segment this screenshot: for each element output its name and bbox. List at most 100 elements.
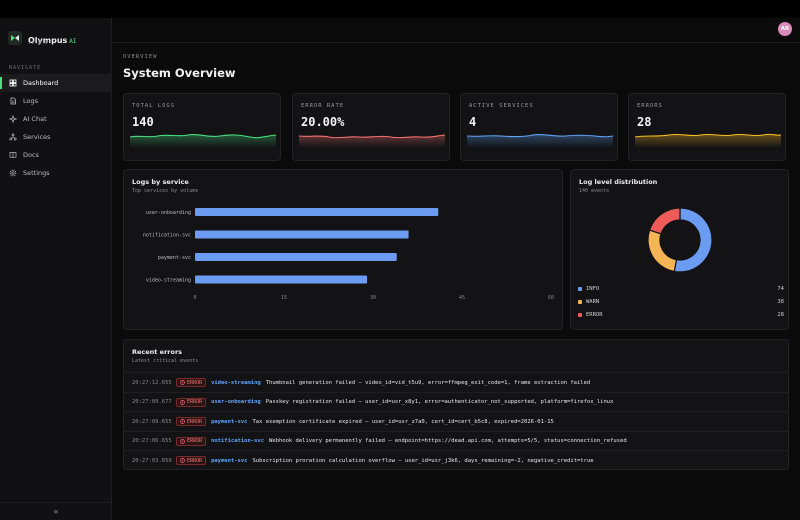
bar-user-onboarding[interactable]: [195, 208, 439, 216]
sidebar-item-label: Settings: [23, 169, 50, 177]
log-level-title: Log level distribution: [579, 178, 658, 186]
legend-count: 74: [777, 286, 784, 292]
sidebar-item-dashboard[interactable]: Dashboard: [0, 74, 112, 92]
error-message: Webhook delivery permanently failed — en…: [269, 438, 627, 445]
error-circle-icon: [180, 438, 185, 444]
grid-icon: [9, 79, 17, 87]
legend-label: WARN: [586, 299, 600, 305]
recent-errors-subtitle: Latest critical events: [132, 358, 199, 364]
sidebar-item-label: Logs: [23, 97, 38, 105]
error-badge-label: ERROR: [187, 438, 203, 445]
kpi-label: TOTAL LOGS: [132, 103, 176, 109]
sidebar-item-docs[interactable]: Docs: [0, 146, 112, 164]
sidebar-item-services[interactable]: Services: [0, 128, 112, 146]
avatar[interactable]: AR: [778, 22, 792, 36]
x-tick-label: 0: [193, 295, 196, 301]
olympus-logo-icon: [8, 30, 22, 45]
donut-slice-error[interactable]: [648, 207, 681, 235]
error-timestamp: 20:27:09.677: [132, 399, 172, 406]
category-label: user-onboarding: [146, 210, 191, 216]
kpi-label: ACTIVE SERVICES: [469, 103, 534, 109]
error-timestamp: 20:27:09.655: [132, 418, 172, 425]
error-circle-icon: [180, 419, 185, 425]
kpi-value: 28: [637, 115, 652, 129]
kpi-card-total-logs: TOTAL LOGS 140: [123, 93, 281, 161]
logs-by-service-title: Logs by service: [132, 178, 189, 186]
error-badge-label: ERROR: [187, 379, 203, 386]
sidebar-item-ai-chat[interactable]: AI Chat: [0, 110, 112, 128]
x-tick-label: 60: [548, 295, 554, 301]
error-message: Subscription proration calculation overf…: [252, 457, 594, 464]
bar-video-streaming[interactable]: [195, 275, 368, 284]
error-service[interactable]: payment-svc: [211, 457, 248, 464]
page-eyebrow: OVERVIEW: [123, 54, 158, 60]
brand-name: Olympus AI: [28, 36, 77, 45]
error-badge-label: ERROR: [187, 399, 203, 406]
kpi-label: ERRORS: [637, 103, 663, 109]
legend-count: 28: [777, 312, 784, 318]
collapse-sidebar-button[interactable]: «: [0, 502, 112, 520]
donut-slice-info[interactable]: [673, 207, 713, 273]
category-label: video-streaming: [146, 278, 191, 284]
kpi-card-error-rate: ERROR RATE 20.00%: [292, 93, 450, 161]
error-service[interactable]: payment-svc: [211, 418, 248, 425]
nav-heading: NAVIGATE: [9, 65, 42, 71]
error-row[interactable]: 20:27:06.655 ERROR notification-svc Webhook…: [124, 430, 788, 451]
donut-slice-warn[interactable]: [647, 229, 678, 273]
page-title: System Overview: [123, 66, 236, 80]
error-badge-label: ERROR: [187, 418, 203, 425]
legend-count: 38: [777, 299, 784, 305]
category-label: payment-svc: [158, 255, 191, 261]
bar-notification-svc[interactable]: [195, 230, 409, 239]
legend-item-info: INFO 74: [578, 286, 784, 292]
error-circle-icon: [180, 458, 185, 464]
legend-label: ERROR: [586, 312, 603, 318]
error-message: Tax exemption certificate expired — user…: [252, 418, 554, 425]
sidebar-item-logs[interactable]: Logs: [0, 92, 112, 110]
error-row[interactable]: 20:27:12.655 ERROR video-streaming Thumbnai…: [124, 372, 788, 392]
sidebar-item-label: Docs: [23, 151, 39, 159]
legend-label: INFO: [586, 286, 600, 292]
error-timestamp: 20:27:06.655: [132, 438, 172, 445]
error-badge-label: ERROR: [187, 457, 203, 464]
legend-swatch: [578, 287, 582, 291]
sidebar-item-settings[interactable]: Settings: [0, 164, 112, 182]
top-bar: [0, 0, 800, 18]
gear-icon: [9, 169, 17, 177]
kpi-sparkline: [130, 134, 276, 148]
brand[interactable]: Olympus AI: [8, 28, 77, 47]
x-tick-label: 15: [281, 295, 287, 301]
recent-errors-card: Recent errors Latest critical events 20:…: [123, 339, 789, 470]
error-row[interactable]: 20:27:09.655 ERROR payment-svc Tax exemptio…: [124, 411, 788, 431]
error-badge: ERROR: [176, 436, 207, 446]
error-service[interactable]: video-streaming: [211, 379, 261, 386]
x-tick-label: 45: [459, 295, 465, 301]
sparkle-icon: [9, 115, 17, 123]
kpi-sparkline: [299, 134, 445, 148]
kpi-sparkline: [467, 133, 613, 148]
logs-by-service-chart: 0 15 30 45 60 user-onboarding notification-svc…: [143, 208, 554, 301]
kpi-value: 4: [469, 115, 477, 129]
error-row[interactable]: 20:27:03.659 ERROR payment-svc Subscription…: [124, 450, 788, 470]
error-timestamp: 20:27:03.659: [132, 457, 172, 464]
log-level-card: Log level distribution 140 events INFO 74…: [570, 169, 789, 330]
bar-payment-svc[interactable]: [195, 253, 397, 261]
error-circle-icon: [180, 399, 185, 405]
nodes-icon: [9, 133, 17, 141]
log-level-donut-chart: [647, 207, 713, 273]
category-label: notification-svc: [143, 233, 191, 239]
sidebar: Olympus AI v1.0.0 NAVIGATE Dashboard Logs A…: [0, 18, 112, 520]
error-row[interactable]: 20:27:09.677 ERROR user-onboarding Passkey …: [124, 391, 788, 412]
error-circle-icon: [180, 380, 185, 385]
brand-version: v1.0.0: [28, 40, 48, 46]
legend-swatch: [578, 300, 582, 304]
sidebar-nav: Dashboard Logs AI Chat Services Docs Settings: [0, 74, 112, 182]
kpi-value: 20.00%: [301, 115, 345, 129]
error-service[interactable]: notification-svc: [211, 438, 265, 445]
legend-item-warn: WARN 38: [578, 299, 784, 305]
error-badge: ERROR: [176, 417, 207, 427]
recent-errors-title: Recent errors: [132, 348, 183, 356]
error-message: Thumbnail generation failed — video_id=v…: [265, 379, 591, 386]
kpi-value: 140: [132, 115, 154, 129]
error-service[interactable]: user-onboarding: [211, 399, 261, 406]
